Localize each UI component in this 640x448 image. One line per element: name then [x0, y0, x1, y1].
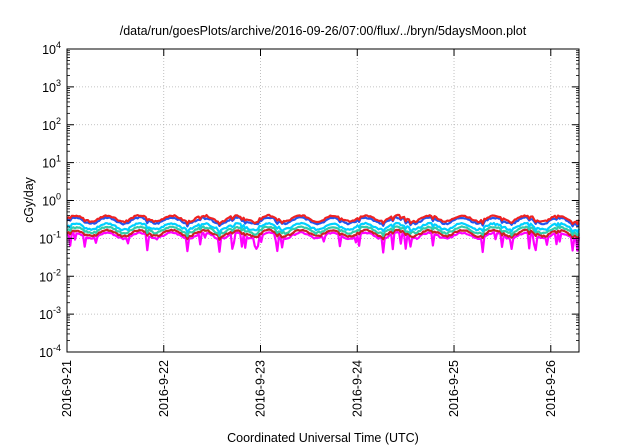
y-tick-label: 10-1 — [39, 229, 61, 246]
series-line-2 — [66, 225, 580, 238]
y-tick-label: 100 — [42, 192, 61, 209]
y-tick-label: 104 — [42, 40, 61, 57]
x-tick-label: 2016-9-23 — [254, 360, 268, 417]
y-tick-label: 101 — [42, 154, 61, 171]
y-axis-ticks: 10-4 10-3 10-2 10-1 100 101 102 103 104 — [39, 40, 579, 360]
series-line-3 — [66, 221, 580, 235]
series-line-0 — [66, 230, 581, 254]
series-line-4 — [66, 215, 580, 228]
x-tick-label: 2016-9-22 — [157, 360, 171, 417]
x-tick-label: 2016-9-26 — [544, 360, 558, 417]
x-tick-label: 2016-9-24 — [350, 360, 364, 417]
x-axis-ticks: 2016-9-21 2016-9-22 2016-9-23 2016-9-24 2016… — [60, 49, 558, 417]
x-tick-label: 2016-9-21 — [60, 360, 74, 417]
series-lines — [66, 213, 581, 254]
y-axis-label: cGy/day — [22, 176, 36, 223]
series-line-5 — [66, 213, 581, 226]
x-axis-label: Coordinated Universal Time (UTC) — [227, 431, 419, 445]
y-tick-label: 102 — [42, 116, 61, 133]
y-tick-label: 10-2 — [39, 267, 61, 284]
x-tick-label: 2016-9-25 — [447, 360, 461, 417]
y-tick-label: 103 — [42, 78, 61, 95]
y-tick-label: 10-3 — [39, 305, 61, 322]
chart-title: /data/run/goesPlots/archive/2016-09-26/0… — [120, 24, 527, 38]
grid — [67, 49, 579, 352]
y-tick-label: 10-4 — [39, 343, 61, 360]
series-line-1 — [66, 228, 581, 241]
